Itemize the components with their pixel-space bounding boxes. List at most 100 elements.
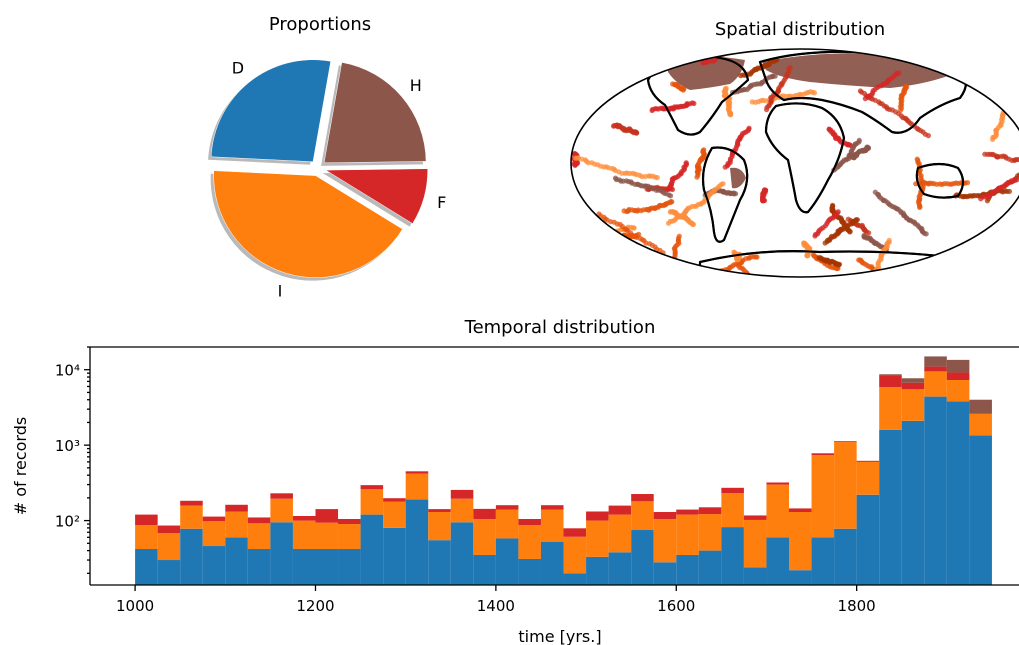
bar-i: [608, 514, 632, 553]
map-point: [622, 66, 628, 72]
map-point: [974, 63, 981, 69]
bar-f: [698, 507, 722, 515]
map-point: [711, 271, 717, 277]
map-point: [1014, 113, 1019, 119]
map-point: [998, 58, 1004, 64]
map-point: [941, 266, 947, 272]
map-point: [963, 77, 969, 83]
map-point: [571, 245, 573, 251]
bar-i: [518, 525, 541, 559]
bar-i: [879, 387, 902, 430]
map-point: [959, 72, 966, 78]
map-point: [571, 246, 574, 252]
map-point: [963, 78, 970, 84]
bar-d: [879, 429, 902, 585]
pie-slice-d: [210, 59, 332, 163]
map-point: [760, 291, 765, 296]
map-point: [979, 62, 985, 68]
map-point: [988, 62, 995, 68]
map-point: [560, 236, 565, 241]
map-point: [941, 267, 947, 273]
map-point: [1004, 60, 1010, 66]
map-point: [957, 72, 963, 78]
map-point: [877, 274, 883, 277]
map-point: [963, 74, 969, 80]
bar-i: [360, 489, 384, 515]
map-point: [1004, 103, 1010, 109]
map-point: [963, 75, 969, 81]
map-point: [764, 298, 769, 303]
map-point: [756, 286, 761, 291]
map-point: [976, 62, 983, 69]
map-point: [613, 235, 619, 241]
bar-d: [586, 556, 609, 585]
map-point: [903, 294, 908, 299]
bar-d: [315, 549, 339, 585]
map-point: [571, 244, 573, 250]
bar-f: [721, 487, 744, 494]
bar-d: [743, 567, 767, 585]
map-point: [670, 81, 676, 87]
map-point: [770, 304, 775, 309]
map-point: [738, 41, 743, 46]
bar-f: [766, 482, 790, 485]
map-point: [999, 58, 1005, 64]
map-point: [994, 60, 1000, 66]
map-point: [987, 62, 993, 68]
map-point: [750, 275, 756, 277]
map-point: [1008, 56, 1014, 62]
map-point: [854, 217, 861, 223]
map-point: [942, 267, 948, 273]
map-point: [615, 234, 621, 240]
map-point: [811, 90, 818, 96]
map-point: [731, 249, 737, 255]
map-point: [958, 72, 964, 78]
map-point: [1009, 95, 1015, 101]
map-point: [983, 62, 989, 68]
bar-i: [766, 484, 790, 538]
map-point: [990, 61, 996, 68]
map-point: [805, 253, 811, 259]
map-point: [957, 69, 963, 75]
map-point: [956, 71, 962, 77]
bar-d: [225, 537, 248, 585]
bar-d: [202, 546, 226, 585]
bar-d: [540, 542, 564, 585]
bar-d: [608, 552, 632, 585]
bar-i: [698, 514, 722, 551]
bar-f: [586, 511, 609, 521]
x-tick-label: 1000: [116, 597, 154, 615]
bar-i: [383, 501, 406, 528]
map-point: [735, 43, 740, 48]
bar-f: [428, 509, 451, 512]
bar-i: [946, 380, 970, 402]
bar-i: [225, 511, 248, 538]
bar-f: [563, 528, 587, 537]
coastlines: [647, 50, 967, 277]
map-point: [728, 49, 734, 51]
map-point: [1000, 56, 1006, 62]
map-point: [762, 293, 767, 298]
map-point: [976, 63, 982, 69]
bar-d: [676, 554, 699, 585]
map-point: [557, 235, 562, 240]
bar-i: [495, 509, 519, 539]
map-point: [986, 63, 992, 69]
bar-i: [473, 518, 496, 555]
map-point: [963, 67, 969, 73]
map-point: [624, 66, 630, 72]
map-point: [948, 270, 954, 276]
bar-d: [180, 528, 203, 585]
bar-f: [315, 509, 339, 523]
map-point: [997, 59, 1004, 65]
map-point: [991, 61, 997, 67]
map-point: [554, 229, 559, 234]
map-point: [1006, 100, 1012, 106]
map-point: [983, 63, 989, 69]
map-point: [775, 311, 780, 316]
map-point: [772, 305, 777, 310]
map-point: [923, 231, 929, 237]
bar-i: [834, 442, 857, 529]
y-tick-label: 10³: [55, 437, 80, 455]
map-point: [762, 293, 767, 298]
